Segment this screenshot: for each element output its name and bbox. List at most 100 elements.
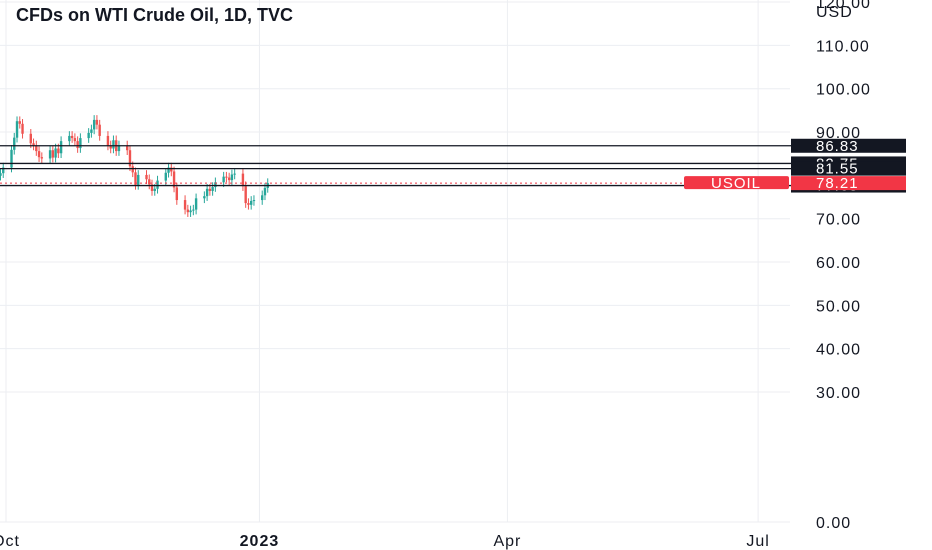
- candle: [183, 195, 187, 215]
- candle: [249, 196, 253, 210]
- candle: [203, 191, 206, 204]
- candle-body: [167, 167, 170, 173]
- y-tick-label: 110.00: [816, 38, 870, 55]
- candle-body: [137, 174, 140, 185]
- candle-body: [98, 124, 101, 136]
- y-tick-label: 90.00: [816, 125, 861, 142]
- candle: [29, 128, 32, 149]
- candle-body: [32, 143, 35, 146]
- candle: [225, 171, 228, 183]
- candle: [0, 168, 2, 181]
- candle-body: [156, 180, 159, 189]
- candle-body: [40, 157, 44, 159]
- candle-body: [205, 188, 209, 197]
- candle-body: [35, 145, 38, 152]
- candle-body: [79, 138, 82, 149]
- candle: [134, 167, 137, 190]
- currency-label: USD: [816, 4, 853, 21]
- candle-body: [153, 188, 156, 191]
- x-tick-label: Jul: [746, 533, 769, 550]
- candle-body: [186, 209, 190, 213]
- candle: [164, 167, 167, 186]
- candle-body: [37, 151, 41, 158]
- candle-body: [13, 137, 16, 150]
- candle: [98, 119, 101, 141]
- price-axis[interactable]: 0.00 30.00 40.00 50.00 60.00 70.00 90.00 100.00…: [816, 0, 871, 532]
- candle: [148, 174, 151, 190]
- time-axis[interactable]: Oct 2023 Apr Jul: [0, 533, 770, 550]
- candle-body: [92, 119, 96, 130]
- candle-body: [222, 176, 225, 183]
- candle-body: [68, 135, 71, 142]
- candle: [189, 205, 192, 217]
- y-tick-label: 100.00: [816, 82, 871, 99]
- candle-body: [109, 145, 112, 149]
- x-tick-label: Apr: [493, 533, 521, 550]
- y-tick-label: 60.00: [816, 255, 861, 272]
- candle-body: [230, 174, 234, 181]
- level-tag-label: 86.83: [816, 138, 859, 155]
- level-tag-label: 81.55: [816, 161, 859, 178]
- candle: [70, 131, 74, 143]
- candle: [186, 204, 190, 217]
- candle-body: [211, 187, 214, 191]
- candle: [92, 115, 96, 135]
- candle: [109, 140, 112, 154]
- candle: [37, 146, 41, 162]
- candle-body: [126, 145, 129, 151]
- x-tick-label: 2023: [240, 533, 280, 550]
- candle: [68, 131, 71, 146]
- candle-body: [112, 140, 115, 149]
- candle-body: [57, 148, 60, 154]
- candle: [95, 115, 99, 130]
- y-tick-label: 70.00: [816, 212, 861, 229]
- candle: [233, 168, 236, 180]
- price-tags: 86.8382.7581.5577.6578.21: [791, 138, 906, 195]
- candle: [167, 162, 170, 178]
- candle-body: [225, 176, 228, 178]
- candle: [126, 140, 129, 155]
- candle: [79, 133, 82, 153]
- candle: [10, 145, 13, 173]
- candle: [90, 124, 93, 138]
- candle-body: [203, 196, 206, 199]
- candle: [156, 175, 159, 194]
- x-tick-label: Oct: [0, 533, 20, 550]
- candle-body: [59, 141, 63, 154]
- vertical-gridlines: [5, 0, 759, 522]
- candle: [76, 136, 79, 153]
- candle-body: [106, 135, 110, 146]
- y-tick-label: 120.00: [816, 0, 871, 12]
- candle: [252, 195, 256, 206]
- candle: [175, 182, 179, 205]
- candle-body: [95, 119, 99, 125]
- level-tag: [791, 138, 906, 153]
- candle-body: [263, 187, 267, 196]
- candle-body: [194, 198, 198, 210]
- candle-body: [145, 174, 148, 180]
- candle: [145, 170, 148, 185]
- candle-body: [87, 132, 90, 139]
- candle: [230, 169, 234, 185]
- candle: [15, 116, 19, 143]
- candle: [54, 143, 57, 163]
- candle-body: [0, 173, 2, 176]
- candle-body: [172, 171, 176, 188]
- candle: [222, 171, 225, 188]
- last-price-label: 78.21: [816, 175, 859, 192]
- symbol-tag: USOIL: [684, 175, 789, 192]
- candle-body: [76, 141, 79, 149]
- candle: [247, 198, 250, 210]
- candle: [18, 116, 21, 129]
- y-tick-label: 50.00: [816, 298, 861, 315]
- candle: [205, 184, 209, 201]
- candle: [128, 145, 132, 172]
- candle-body: [150, 184, 154, 191]
- candle-body: [51, 150, 55, 158]
- candle-body: [21, 123, 24, 134]
- candle: [227, 172, 231, 185]
- candle: [32, 138, 35, 151]
- candle: [73, 133, 77, 146]
- candle-body: [227, 177, 231, 181]
